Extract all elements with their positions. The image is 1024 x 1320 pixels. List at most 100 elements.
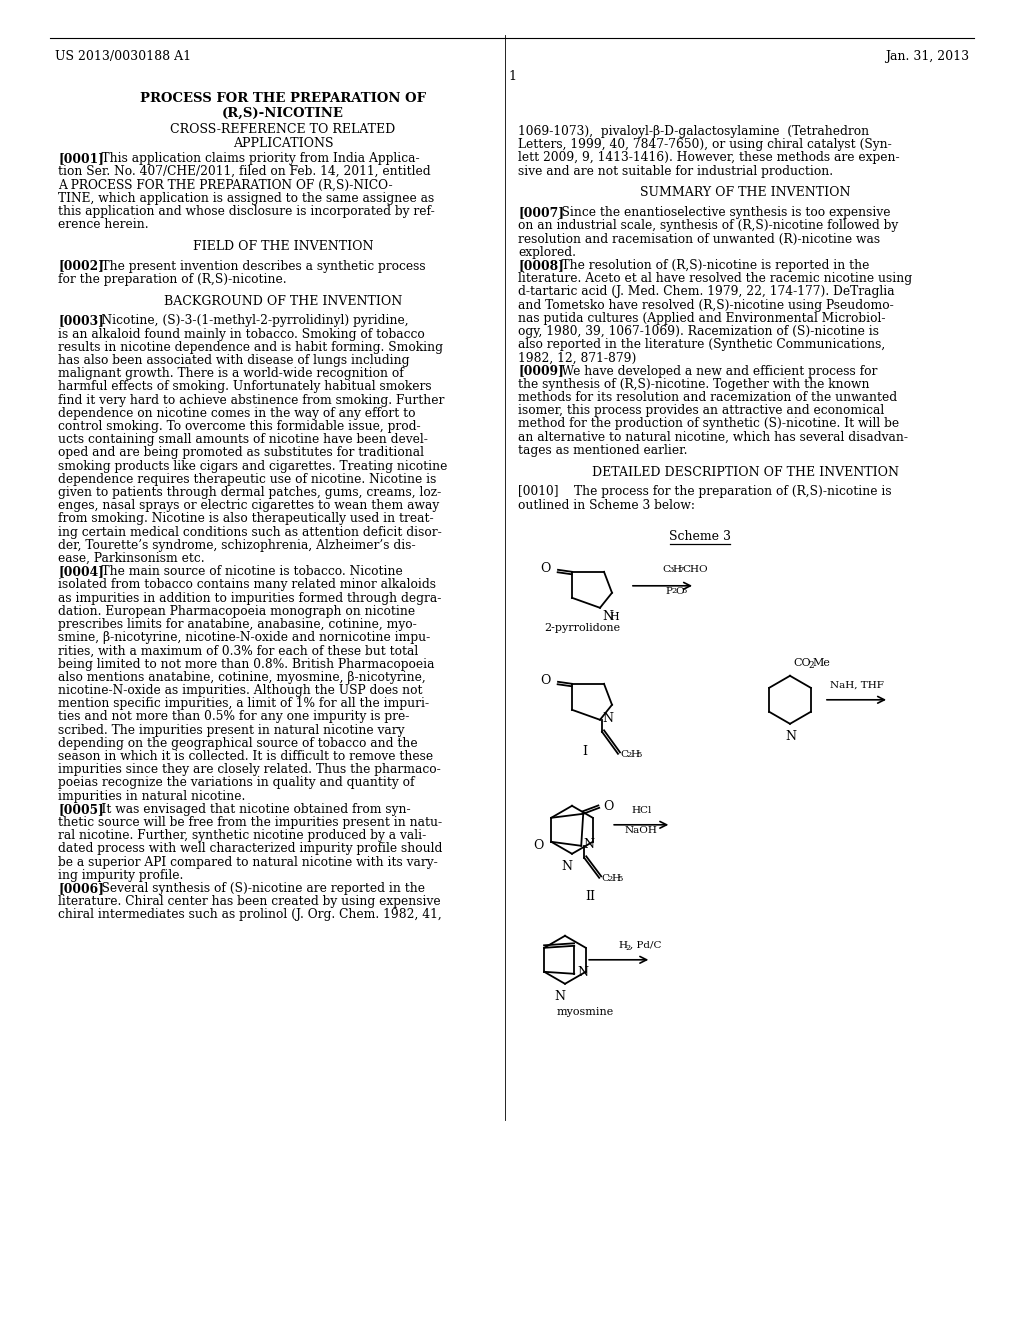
Text: outlined in Scheme 3 below:: outlined in Scheme 3 below: bbox=[518, 499, 695, 512]
Text: ucts containing small amounts of nicotine have been devel-: ucts containing small amounts of nicotin… bbox=[58, 433, 428, 446]
Text: 1982, 12, 871-879): 1982, 12, 871-879) bbox=[518, 351, 636, 364]
Text: N: N bbox=[602, 610, 613, 623]
Text: H: H bbox=[609, 611, 618, 622]
Text: depending on the geographical source of tobacco and the: depending on the geographical source of … bbox=[58, 737, 418, 750]
Text: also reported in the literature (Synthetic Communications,: also reported in the literature (Synthet… bbox=[518, 338, 886, 351]
Text: O: O bbox=[532, 840, 543, 853]
Text: APPLICATIONS: APPLICATIONS bbox=[232, 137, 333, 150]
Text: the synthesis of (R,S)-nicotine. Together with the known: the synthesis of (R,S)-nicotine. Togethe… bbox=[518, 378, 869, 391]
Text: der, Tourette’s syndrome, schizophrenia, Alzheimer’s dis-: der, Tourette’s syndrome, schizophrenia,… bbox=[58, 539, 416, 552]
Text: this application and whose disclosure is incorporated by ref-: this application and whose disclosure is… bbox=[58, 205, 435, 218]
Text: [0009]: [0009] bbox=[518, 364, 564, 378]
Text: It was envisaged that nicotine obtained from syn-: It was envisaged that nicotine obtained … bbox=[86, 803, 411, 816]
Text: FIELD OF THE INVENTION: FIELD OF THE INVENTION bbox=[193, 240, 374, 253]
Text: [0005]: [0005] bbox=[58, 803, 103, 816]
Text: [0008]: [0008] bbox=[518, 259, 564, 272]
Text: C: C bbox=[663, 565, 671, 574]
Text: C: C bbox=[620, 750, 628, 759]
Text: being limited to not more than 0.8%. British Pharmacopoeia: being limited to not more than 0.8%. Bri… bbox=[58, 657, 434, 671]
Text: H: H bbox=[618, 941, 628, 950]
Text: impurities in natural nicotine.: impurities in natural nicotine. bbox=[58, 789, 246, 803]
Text: ties and not more than 0.5% for any one impurity is pre-: ties and not more than 0.5% for any one … bbox=[58, 710, 410, 723]
Text: sive and are not suitable for industrial production.: sive and are not suitable for industrial… bbox=[518, 165, 834, 178]
Text: Several synthesis of (S)-nicotine are reported in the: Several synthesis of (S)-nicotine are re… bbox=[86, 882, 425, 895]
Text: H: H bbox=[630, 750, 639, 759]
Text: ral nicotine. Further, synthetic nicotine produced by a vali-: ral nicotine. Further, synthetic nicotin… bbox=[58, 829, 426, 842]
Text: tion Ser. No. 407/CHE/2011, filed on Feb. 14, 2011, entitled: tion Ser. No. 407/CHE/2011, filed on Feb… bbox=[58, 165, 431, 178]
Text: N: N bbox=[578, 966, 588, 979]
Text: ing certain medical conditions such as attention deficit disor-: ing certain medical conditions such as a… bbox=[58, 525, 441, 539]
Text: II: II bbox=[585, 890, 595, 903]
Text: for the preparation of (R,S)-nicotine.: for the preparation of (R,S)-nicotine. bbox=[58, 273, 287, 286]
Text: 2: 2 bbox=[808, 661, 814, 669]
Text: scribed. The impurities present in natural nicotine vary: scribed. The impurities present in natur… bbox=[58, 723, 404, 737]
Text: O: O bbox=[676, 587, 684, 595]
Text: dependence on nicotine comes in the way of any effort to: dependence on nicotine comes in the way … bbox=[58, 407, 416, 420]
Text: [0010]    The process for the preparation of (R,S)-nicotine is: [0010] The process for the preparation o… bbox=[518, 486, 892, 499]
Text: given to patients through dermal patches, gums, creams, loz-: given to patients through dermal patches… bbox=[58, 486, 441, 499]
Text: CHO: CHO bbox=[683, 565, 709, 574]
Text: chiral intermediates such as prolinol (J. Org. Chem. 1982, 41,: chiral intermediates such as prolinol (J… bbox=[58, 908, 441, 921]
Text: NaOH: NaOH bbox=[625, 826, 657, 834]
Text: results in nicotine dependence and is habit forming. Smoking: results in nicotine dependence and is ha… bbox=[58, 341, 443, 354]
Text: oped and are being promoted as substitutes for traditional: oped and are being promoted as substitut… bbox=[58, 446, 424, 459]
Text: I: I bbox=[583, 744, 588, 758]
Text: method for the production of synthetic (S)-nicotine. It will be: method for the production of synthetic (… bbox=[518, 417, 899, 430]
Text: malignant growth. There is a world-wide recognition of: malignant growth. There is a world-wide … bbox=[58, 367, 403, 380]
Text: on an industrial scale, synthesis of (R,S)-nicotine followed by: on an industrial scale, synthesis of (R,… bbox=[518, 219, 898, 232]
Text: smine, β-nicotyrine, nicotine-N-oxide and nornicotine impu-: smine, β-nicotyrine, nicotine-N-oxide an… bbox=[58, 631, 430, 644]
Text: control smoking. To overcome this formidable issue, prod-: control smoking. To overcome this formid… bbox=[58, 420, 421, 433]
Text: [0001]: [0001] bbox=[58, 152, 103, 165]
Text: enges, nasal sprays or electric cigarettes to wean them away: enges, nasal sprays or electric cigarett… bbox=[58, 499, 439, 512]
Text: 2: 2 bbox=[626, 751, 631, 759]
Text: 5: 5 bbox=[636, 751, 641, 759]
Text: 3: 3 bbox=[669, 566, 674, 574]
Text: thetic source will be free from the impurities present in natu-: thetic source will be free from the impu… bbox=[58, 816, 442, 829]
Text: from smoking. Nicotine is also therapeutically used in treat-: from smoking. Nicotine is also therapeut… bbox=[58, 512, 433, 525]
Text: nas putida cultures (Applied and Environmental Microbiol-: nas putida cultures (Applied and Environ… bbox=[518, 312, 886, 325]
Text: TINE, which application is assigned to the same assignee as: TINE, which application is assigned to t… bbox=[58, 191, 434, 205]
Text: N: N bbox=[561, 859, 572, 873]
Text: (R,S)-NICOTINE: (R,S)-NICOTINE bbox=[222, 107, 344, 120]
Text: 7: 7 bbox=[679, 566, 684, 574]
Text: mention specific impurities, a limit of 1% for all the impuri-: mention specific impurities, a limit of … bbox=[58, 697, 429, 710]
Text: [0002]: [0002] bbox=[58, 260, 103, 273]
Text: CROSS-REFERENCE TO RELATED: CROSS-REFERENCE TO RELATED bbox=[170, 123, 395, 136]
Text: dation. European Pharmacopoeia monograph on nicotine: dation. European Pharmacopoeia monograph… bbox=[58, 605, 415, 618]
Text: dependence requires therapeutic use of nicotine. Nicotine is: dependence requires therapeutic use of n… bbox=[58, 473, 436, 486]
Text: nicotine-N-oxide as impurities. Although the USP does not: nicotine-N-oxide as impurities. Although… bbox=[58, 684, 423, 697]
Text: impurities since they are closely related. Thus the pharmaco-: impurities since they are closely relate… bbox=[58, 763, 440, 776]
Text: 5: 5 bbox=[617, 875, 623, 883]
Text: N: N bbox=[584, 838, 594, 851]
Text: be a superior API compared to natural nicotine with its vary-: be a superior API compared to natural ni… bbox=[58, 855, 437, 869]
Text: SUMMARY OF THE INVENTION: SUMMARY OF THE INVENTION bbox=[640, 186, 850, 199]
Text: literature. Chiral center has been created by using expensive: literature. Chiral center has been creat… bbox=[58, 895, 440, 908]
Text: PROCESS FOR THE PREPARATION OF: PROCESS FOR THE PREPARATION OF bbox=[140, 92, 426, 106]
Text: HCl: HCl bbox=[631, 805, 651, 814]
Text: N: N bbox=[555, 990, 565, 1003]
Text: ing impurity profile.: ing impurity profile. bbox=[58, 869, 183, 882]
Text: 1069-1073),  pivaloyl-β-D-galactosylamine  (Tetrahedron: 1069-1073), pivaloyl-β-D-galactosylamine… bbox=[518, 125, 869, 139]
Text: P: P bbox=[666, 587, 673, 595]
Text: [0004]: [0004] bbox=[58, 565, 103, 578]
Text: O: O bbox=[541, 675, 551, 688]
Text: C: C bbox=[601, 874, 609, 883]
Text: 2: 2 bbox=[626, 944, 631, 952]
Text: A PROCESS FOR THE PREPARATION OF (R,S)-NICO-: A PROCESS FOR THE PREPARATION OF (R,S)-N… bbox=[58, 178, 392, 191]
Text: methods for its resolution and racemization of the unwanted: methods for its resolution and racemizat… bbox=[518, 391, 897, 404]
Text: as impurities in addition to impurities formed through degra-: as impurities in addition to impurities … bbox=[58, 591, 441, 605]
Text: 2: 2 bbox=[607, 875, 612, 883]
Text: Nicotine, (S)-3-(1-methyl-2-pyrrolidinyl) pyridine,: Nicotine, (S)-3-(1-methyl-2-pyrrolidinyl… bbox=[86, 314, 409, 327]
Text: Scheme 3: Scheme 3 bbox=[669, 529, 731, 543]
Text: season in which it is collected. It is difficult to remove these: season in which it is collected. It is d… bbox=[58, 750, 433, 763]
Text: d-tartaric acid (J. Med. Chem. 1979, 22, 174-177). DeTraglia: d-tartaric acid (J. Med. Chem. 1979, 22,… bbox=[518, 285, 895, 298]
Text: 5: 5 bbox=[682, 587, 687, 595]
Text: harmful effects of smoking. Unfortunately habitual smokers: harmful effects of smoking. Unfortunatel… bbox=[58, 380, 432, 393]
Text: myosmine: myosmine bbox=[556, 1007, 613, 1016]
Text: O: O bbox=[541, 562, 551, 576]
Text: [0007]: [0007] bbox=[518, 206, 564, 219]
Text: The present invention describes a synthetic process: The present invention describes a synthe… bbox=[86, 260, 426, 273]
Text: [0003]: [0003] bbox=[58, 314, 103, 327]
Text: dated process with well characterized impurity profile should: dated process with well characterized im… bbox=[58, 842, 442, 855]
Text: lett 2009, 9, 1413-1416). However, these methods are expen-: lett 2009, 9, 1413-1416). However, these… bbox=[518, 152, 900, 165]
